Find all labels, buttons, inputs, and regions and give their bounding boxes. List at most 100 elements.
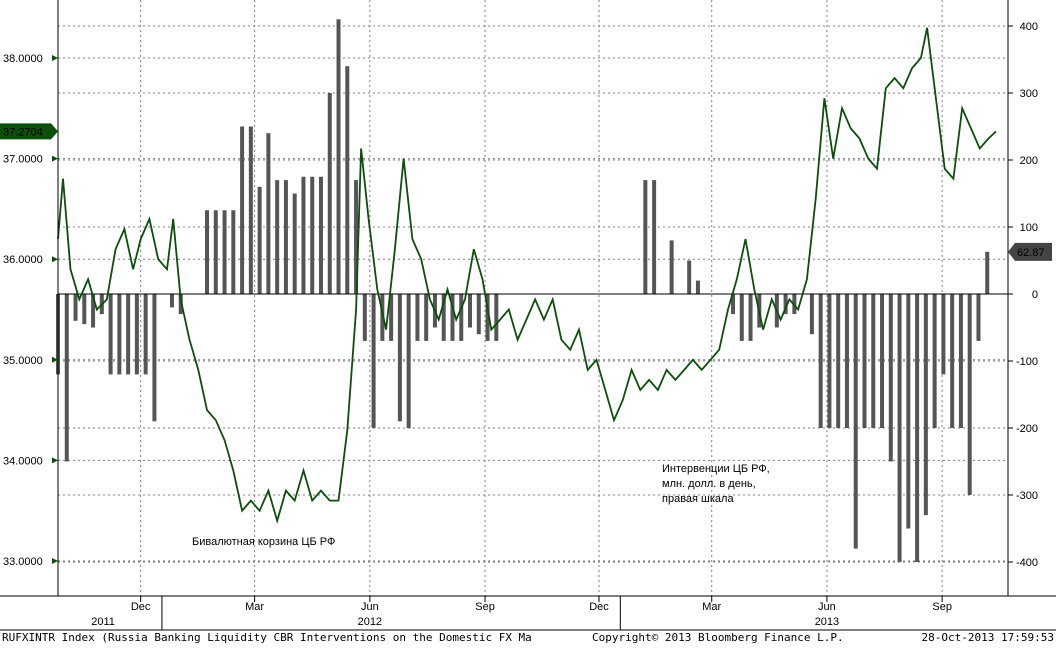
intervention-bar	[985, 251, 990, 294]
intervention-bar	[695, 280, 700, 294]
right-tick-label: -400	[1016, 557, 1038, 569]
intervention-bar	[82, 294, 87, 325]
intervention-bar	[336, 19, 341, 295]
intervention-bar	[327, 93, 332, 294]
intervention-bar	[783, 294, 788, 315]
intervention-bar	[476, 294, 481, 335]
left-tick-label: 35.0000	[3, 355, 43, 367]
footer-security-description: RUFXINTR Index (Russia Banking Liquidity…	[2, 631, 532, 644]
intervention-bar	[283, 180, 288, 294]
intervention-bar	[976, 294, 981, 341]
intervention-bar	[827, 294, 832, 428]
x-year-label: 2011	[91, 616, 115, 628]
left-tick-label: 37.0000	[3, 154, 43, 166]
x-year-label: 2013	[815, 616, 839, 628]
axes	[0, 0, 1056, 631]
left-tick-label: 34.0000	[3, 455, 43, 467]
left-tick-marker	[52, 558, 58, 564]
intervention-bar	[231, 210, 236, 294]
intervention-bar	[459, 294, 464, 341]
intervention-bar	[888, 294, 893, 462]
intervention-bar	[652, 180, 657, 294]
intervention-bar	[941, 294, 946, 375]
interventions-annotation-line-1: Интервенции ЦБ РФ,	[662, 463, 770, 475]
basket-line	[57, 27, 997, 525]
intervention-bar	[450, 294, 455, 341]
intervention-bar	[932, 294, 937, 428]
intervention-bar	[424, 294, 429, 341]
right-tick-label: 100	[1020, 222, 1038, 234]
intervention-bar	[389, 294, 394, 341]
right-tick-label: -300	[1016, 490, 1038, 502]
intervention-bar	[318, 176, 323, 294]
intervention-bar	[73, 294, 78, 321]
right-tick-label: 0	[1032, 289, 1038, 301]
intervention-bar	[415, 294, 420, 341]
left-current-value-label: 37.2704	[3, 126, 43, 138]
intervention-bar	[731, 294, 736, 315]
intervention-bar	[152, 294, 157, 422]
x-month-label: Mar	[245, 601, 264, 613]
intervention-bar	[178, 294, 183, 315]
intervention-bar	[248, 126, 253, 294]
intervention-bar	[967, 294, 972, 495]
intervention-bar	[91, 294, 96, 328]
right-current-tag: 62.87	[1008, 242, 1052, 261]
x-month-label: Sep	[475, 601, 495, 613]
left-tick-marker	[52, 155, 58, 162]
intervention-bar	[222, 210, 227, 294]
right-tick-label: 400	[1020, 21, 1038, 33]
left-tick-marker	[52, 55, 58, 61]
intervention-bar	[64, 294, 69, 462]
intervention-bar	[950, 294, 955, 428]
intervention-bar	[906, 294, 911, 529]
intervention-bar	[362, 294, 367, 341]
intervention-bar	[687, 260, 692, 294]
left-axis-ticks: 33.0000 34.0000 35.0000 36.0000 37.0000 38.00…	[3, 53, 58, 568]
x-axis-ticks: Dec Mar Jun Sep Dec Mar Jun Sep 2011 2012 2013	[91, 596, 952, 630]
x-month-label: Jun	[361, 601, 379, 613]
intervention-bar	[468, 294, 473, 328]
basket-annotation: Бивалютная корзина ЦБ РФ	[192, 536, 335, 548]
intervention-bar	[818, 294, 823, 428]
right-axis-ticks: 400 300 200 100 0 -100 -200 -300 -400	[1008, 21, 1038, 569]
intervention-bar	[739, 294, 744, 341]
left-current-tag: 37.2704	[0, 123, 58, 140]
intervention-bar	[880, 294, 885, 428]
intervention-bar	[958, 294, 963, 428]
intervention-bar	[494, 294, 499, 341]
intervention-bar	[275, 180, 280, 294]
intervention-bar	[117, 294, 122, 375]
intervention-bar	[844, 294, 849, 428]
right-tick-label: -200	[1016, 423, 1038, 435]
x-month-label: Dec	[589, 601, 609, 613]
x-year-label: 2012	[358, 616, 382, 628]
intervention-bar	[853, 294, 858, 549]
intervention-bar	[257, 186, 262, 294]
intervention-bar	[748, 294, 753, 341]
intervention-bar	[862, 294, 867, 428]
x-month-label: Mar	[702, 601, 721, 613]
intervention-bar	[915, 294, 920, 562]
x-month-label: Jun	[818, 601, 836, 613]
interventions-annotation-line-3: правая шкала	[662, 493, 734, 505]
left-tick-marker	[52, 356, 58, 363]
x-month-label: Sep	[932, 601, 952, 613]
intervention-bar	[301, 176, 306, 294]
intervention-bar	[169, 294, 174, 308]
intervention-bar	[406, 294, 411, 428]
intervention-bar	[371, 294, 376, 428]
intervention-bar	[126, 294, 131, 375]
footer-timestamp: 28-Oct-2013 17:59:53	[921, 631, 1054, 644]
x-month-label: Dec	[131, 601, 151, 613]
intervention-bar	[134, 294, 139, 375]
interventions-bars	[56, 19, 990, 562]
interventions-annotation-line-2: млн. долл. в день,	[662, 478, 756, 490]
intervention-bar	[397, 294, 402, 422]
intervention-bar	[897, 294, 902, 562]
intervention-bar	[441, 294, 446, 341]
left-tick-label: 33.0000	[3, 556, 43, 568]
left-tick-label: 36.0000	[3, 254, 43, 266]
intervention-bar	[292, 193, 297, 294]
